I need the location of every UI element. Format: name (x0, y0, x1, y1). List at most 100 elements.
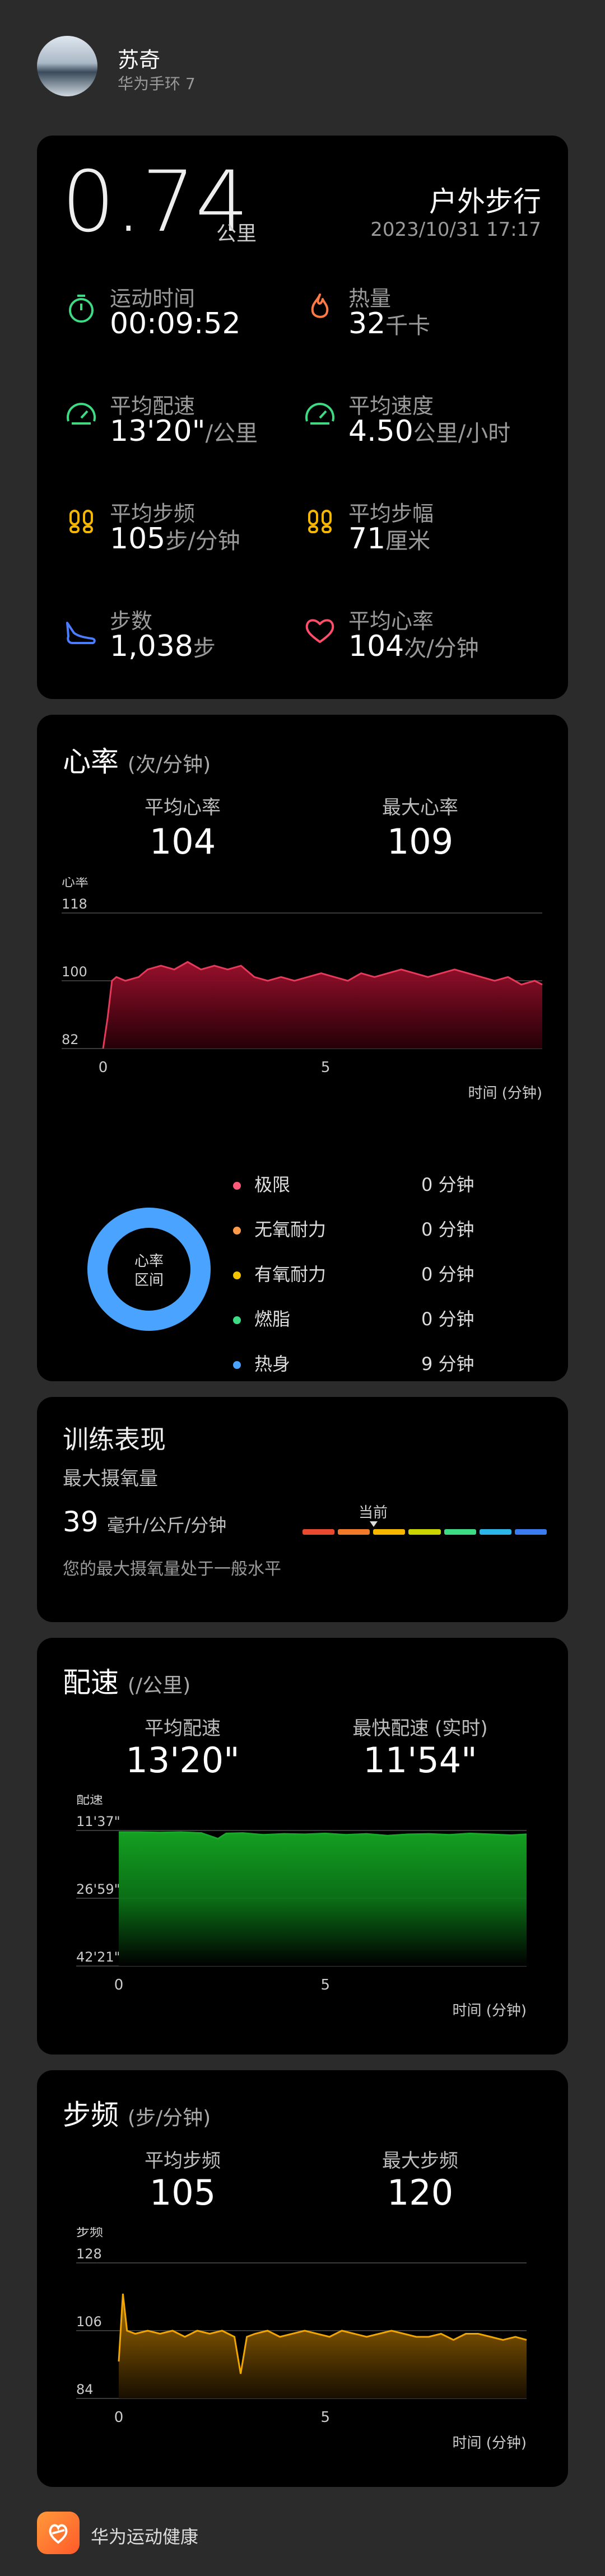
max-heart-rate-label: 最大心率 (382, 796, 458, 819)
x-tick-label: 0 (99, 1059, 108, 1076)
avg-heart-rate-label: 平均心率 (145, 796, 221, 819)
series-line (119, 1831, 527, 1840)
zone-item: 极限 (233, 1171, 290, 1196)
cadence-title-text: 步频 (63, 2099, 119, 2131)
x-tick-label: 0 (114, 2409, 124, 2426)
workout-summary-card: 0.74 公里 户外步行 2023/10/31 17:17 运动时间 00:09:… (37, 136, 568, 699)
zone-name: 燃脂 (254, 1308, 291, 1330)
zone-color-dot (233, 1271, 241, 1279)
metric-label: 平均心率 (348, 609, 434, 633)
avg-heart-rate-value: 104 (149, 821, 216, 862)
y-tick-label: 26'59" (76, 1881, 120, 1897)
vo2max-note: 您的最大摄氧量处于一般水平 (63, 1559, 281, 1579)
speedometer-icon (62, 395, 101, 435)
avg-cadence-label: 平均步频 (145, 2150, 221, 2172)
shoe-icon (62, 611, 101, 650)
pace-title: 配速 (/公里) (63, 1660, 190, 1701)
zone-item: 热身 (233, 1350, 290, 1376)
fastest-pace-value: 11'54" (363, 1740, 477, 1781)
series-area (119, 2294, 527, 2398)
x-tick-label: 5 (321, 1059, 331, 1076)
heart-rate-chart: 心率 118 100 82 0 5 时间 (分钟) (62, 877, 543, 1102)
heart-rate-zone-donut: 心率 区间 (87, 1208, 211, 1331)
y-tick-label: 106 (76, 2314, 102, 2330)
user-name: 苏奇 (118, 48, 161, 72)
avg-cadence-value: 105 (149, 2172, 216, 2213)
footer-app-name: 华为运动健康 (91, 2526, 199, 2547)
x-tick-label: 5 (321, 1977, 331, 1993)
zone-name: 热身 (254, 1353, 291, 1375)
zone-duration: 0 分钟 (421, 1174, 474, 1195)
y-tick-label: 128 (76, 2246, 102, 2262)
zone-color-dot (233, 1316, 241, 1324)
max-cadence-value: 120 (387, 2172, 454, 2213)
footprints-icon (300, 503, 339, 542)
metric-label: 平均步幅 (348, 501, 434, 526)
metric-label: 平均步频 (110, 501, 196, 526)
vo2max-scale-segment (302, 1529, 335, 1535)
device-name: 华为手环 7 (118, 74, 196, 93)
metric-value: 104次/分钟 (348, 630, 479, 663)
heart-rate-title-unit: (次/分钟) (127, 753, 211, 776)
activity-type: 户外步行 (429, 185, 541, 218)
zone-duration: 0 分钟 (421, 1264, 474, 1285)
vo2max-label: 最大摄氧量 (63, 1468, 158, 1490)
vo2max-scale-segment (408, 1529, 441, 1535)
series-line (118, 2293, 527, 2374)
y-tick-label: 118 (62, 896, 87, 912)
vo2max-scale-segment (479, 1529, 511, 1535)
metric-label: 平均速度 (348, 394, 434, 418)
zone-item: 有氧耐力 (233, 1260, 326, 1286)
zone-ring-warmup (87, 1208, 211, 1331)
y-tick-label: 11'37" (76, 1814, 120, 1829)
metric-value: 1,038步 (110, 630, 216, 663)
zone-item: 燃脂 (233, 1305, 290, 1331)
workout-datetime: 2023/10/31 17:17 (370, 218, 541, 241)
vo2max-value-row: 39 毫升/公斤/分钟 (63, 1506, 226, 1538)
zone-name: 极限 (254, 1174, 291, 1195)
heart-rate-title-text: 心率 (63, 746, 119, 778)
heart-swirl-icon (49, 2524, 68, 2544)
metric-value: 00:09:52 (110, 307, 241, 341)
zone-color-dot (233, 1361, 241, 1369)
pace-title-text: 配速 (63, 1666, 119, 1699)
y-tick-label: 42'21" (76, 1949, 120, 1965)
metric-label: 热量 (348, 286, 392, 311)
heart-icon (300, 611, 339, 650)
vo2max-unit: 毫升/公斤/分钟 (106, 1515, 227, 1536)
zone-duration: 0 分钟 (421, 1219, 474, 1240)
vo2max-scale-segment (373, 1529, 406, 1535)
metric-label: 运动时间 (110, 286, 196, 311)
avatar[interactable] (37, 36, 97, 96)
zone-color-dot (233, 1227, 241, 1235)
heart-rate-card: 心率 (次/分钟) 平均心率 104 最大心率 109 心率 118 100 82 0 5… (37, 715, 568, 1381)
x-axis-label: 时间 (分钟) (452, 2002, 527, 2019)
y-axis-label: 配速 (76, 1795, 103, 1807)
footprints-icon (62, 503, 101, 542)
cadence-title: 步频 (步/分钟) (63, 2093, 211, 2133)
zone-color-dot (233, 1182, 241, 1190)
x-axis-label: 时间 (分钟) (468, 1085, 542, 1102)
metric-value: 4.50公里/小时 (348, 414, 511, 448)
y-tick-label: 100 (62, 964, 87, 980)
speedometer-icon (300, 395, 339, 435)
x-axis-label: 时间 (分钟) (452, 2435, 527, 2452)
metric-value: 32千卡 (348, 307, 431, 341)
series-area (103, 962, 542, 1049)
training-performance-card: 训练表现 最大摄氧量 39 毫升/公斤/分钟 您的最大摄氧量处于一般水平 当前 (37, 1397, 568, 1622)
distance-value: 0.74 (62, 153, 249, 251)
vo2max-current-marker (370, 1521, 378, 1527)
cadence-title-unit: (步/分钟) (127, 2107, 211, 2130)
zone-name: 无氧耐力 (254, 1219, 327, 1240)
zone-duration: 0 分钟 (421, 1308, 474, 1330)
huawei-health-logo-icon (37, 2512, 80, 2554)
vo2max-scale-segment (444, 1529, 476, 1535)
y-axis-label: 心率 (62, 877, 89, 889)
series-area (119, 1832, 527, 1966)
flame-icon (300, 288, 339, 327)
cadence-card: 步频 (步/分钟) 平均步频 105 最大步频 120 步频 128 106 84 0 5… (37, 2070, 568, 2487)
zone-duration: 9 分钟 (421, 1353, 474, 1375)
y-axis-label: 步频 (76, 2227, 103, 2239)
vo2max-scale-segment (514, 1529, 547, 1535)
max-heart-rate-value: 109 (387, 821, 454, 862)
